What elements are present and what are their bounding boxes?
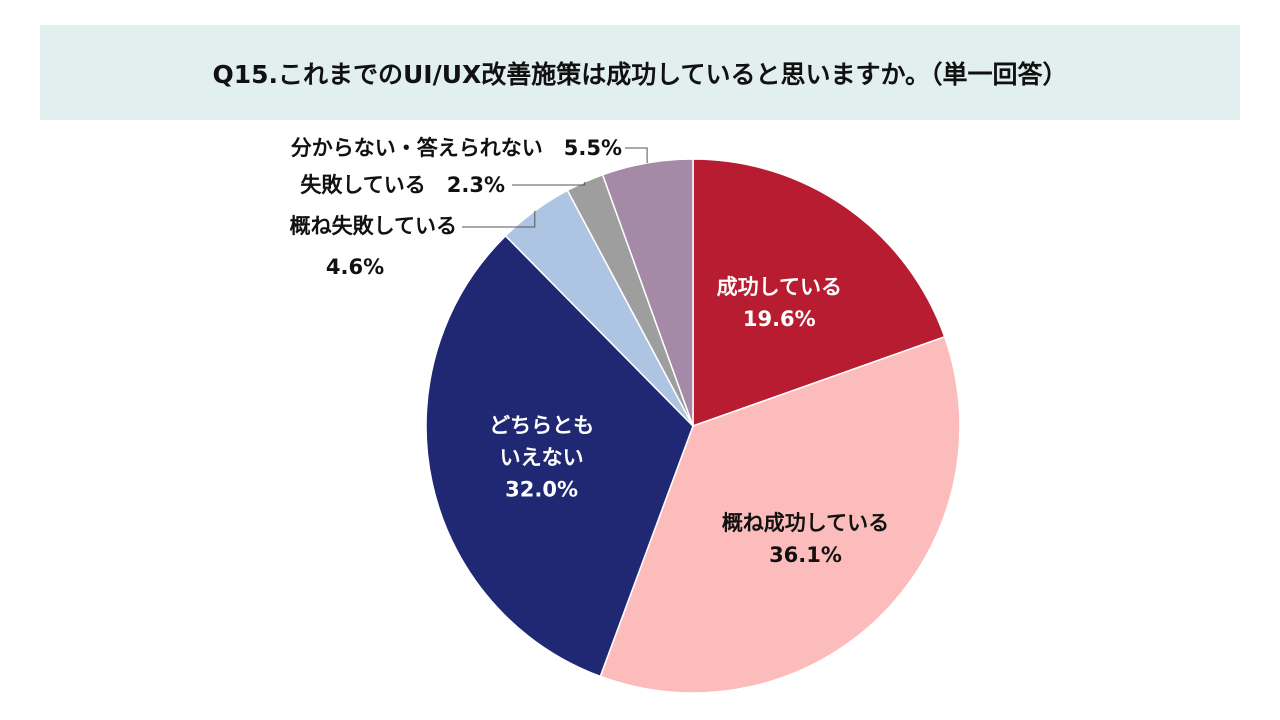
slice-6-name-label: 分からない・答えられない [291,136,564,160]
slice-4-name-label: 概ね失敗している [290,214,457,238]
slice-5-label: 失敗している 2.3% [300,173,505,197]
slice-5-value-label: 2.3% [447,173,505,197]
slice-5-name-label: 失敗している [300,173,446,197]
slice-2-name-label: 概ね成功している [722,511,889,535]
title-band: Q15.これまでのUI/UX改善施策は成功していると思いますか。（単一回答） [40,25,1240,120]
slice-1-value-label: 19.6% [743,307,816,331]
slice-3-name-label: どちらとも [489,414,594,438]
chart-title: Q15.これまでのUI/UX改善施策は成功していると思いますか。（単一回答） [212,59,1068,89]
slice-6-wedge [601,158,694,427]
slice-2-wedge [599,335,961,694]
slice-3-value-label: 32.0% [505,478,578,502]
slice-6-value-label: 5.5% [564,136,622,160]
slice-3-wedge [425,234,694,678]
slice-6-leader-line [625,147,648,163]
slice-4-leader-line [462,210,536,228]
slice-4-value-label: 4.6% [326,255,384,279]
slice-3-name-label: いえない [500,446,584,470]
slice-1-wedge [692,158,946,428]
slice-5-leader-line [512,181,586,186]
slice-6-label: 分からない・答えられない 5.5% [291,136,622,160]
slice-1-name-label: 成功している [717,275,842,299]
slice-2-value-label: 36.1% [769,543,842,567]
